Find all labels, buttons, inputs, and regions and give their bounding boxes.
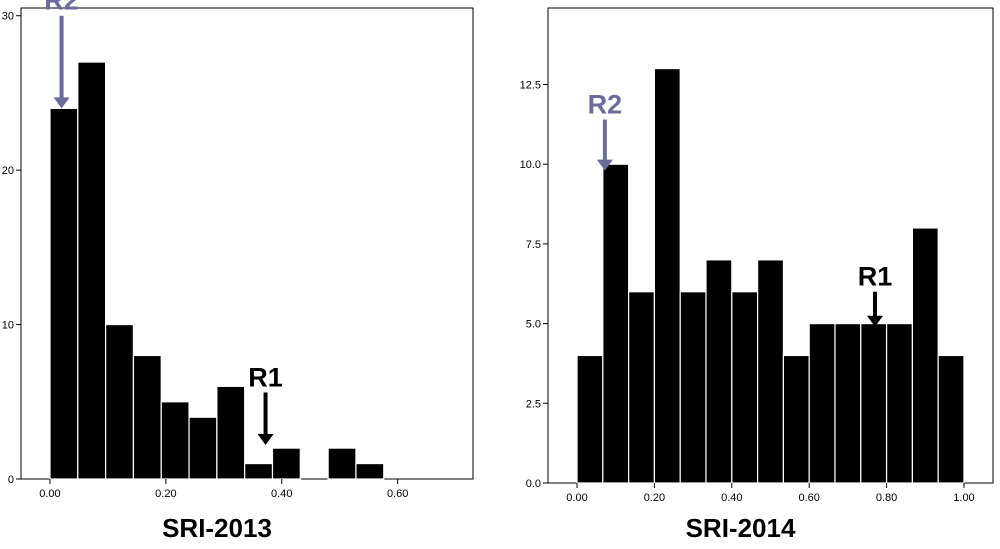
histogram-bar bbox=[885, 323, 913, 484]
histogram-bar bbox=[188, 416, 218, 480]
x-axis-title: SRI-2013 bbox=[162, 513, 272, 543]
histogram-bar bbox=[731, 291, 759, 484]
marker-arrow-head bbox=[866, 315, 883, 327]
y-tick-label: 0 bbox=[8, 474, 14, 486]
marker-arrow-head bbox=[53, 97, 70, 109]
histogram-bar bbox=[576, 354, 604, 484]
x-tick-label: 1.00 bbox=[953, 492, 974, 504]
histogram-bar bbox=[679, 291, 707, 484]
histogram-bar bbox=[628, 291, 656, 484]
y-tick-label: 5.0 bbox=[526, 319, 541, 331]
histogram-bar bbox=[705, 259, 733, 484]
y-tick-label: 7.5 bbox=[526, 239, 541, 251]
histogram-bar bbox=[132, 354, 162, 480]
x-tick-label: 0.20 bbox=[155, 488, 176, 500]
x-tick-label: 0.40 bbox=[271, 488, 292, 500]
x-tick-label: 0.00 bbox=[39, 488, 60, 500]
histogram-bar bbox=[653, 67, 681, 484]
marker-label-r1: R1 bbox=[248, 363, 283, 393]
histogram-sri-2014: 0.0 2.5 5.0 7.5 10.0 12.5 0.00 0.20 0.40 0.60 0.80… bbox=[520, 7, 994, 543]
x-tick-label: 0.00 bbox=[566, 492, 587, 504]
y-tick-label: 30 bbox=[2, 11, 14, 23]
histogram-sri-2013: 0 10 20 30 0.00 0.20 0.40 0.60 SRI-2013 R2 R1 bbox=[2, 0, 474, 543]
x-tick-label: 0.80 bbox=[876, 492, 897, 504]
marker-label-r2: R2 bbox=[44, 0, 79, 16]
histogram-bar bbox=[271, 447, 301, 480]
marker-arrow-head bbox=[596, 159, 613, 171]
y-tick-label: 10.0 bbox=[520, 159, 541, 171]
y-tick-label: 2.5 bbox=[526, 398, 541, 410]
x-tick-label: 0.20 bbox=[644, 492, 665, 504]
y-tick-label: 10 bbox=[2, 320, 14, 332]
histogram-bar bbox=[105, 323, 135, 480]
histogram-bar bbox=[808, 323, 836, 484]
x-axis-title: SRI-2014 bbox=[686, 513, 796, 543]
histogram-bar bbox=[77, 61, 107, 480]
histogram-bar bbox=[757, 259, 785, 484]
histogram-bar bbox=[834, 323, 862, 484]
histogram-bar bbox=[49, 107, 79, 480]
y-tick-label: 12.5 bbox=[520, 80, 541, 92]
histogram-bar bbox=[860, 323, 888, 484]
histogram-bar bbox=[602, 163, 630, 484]
x-tick-label: 0.40 bbox=[721, 492, 742, 504]
y-tick-label: 0.0 bbox=[526, 478, 541, 490]
marker-label-r1: R1 bbox=[858, 262, 893, 292]
histogram-bar bbox=[937, 354, 965, 484]
histogram-bar bbox=[355, 462, 385, 480]
histogram-bar bbox=[327, 447, 357, 480]
histogram-bar bbox=[160, 401, 190, 480]
marker-label-r2: R2 bbox=[588, 90, 623, 120]
marker-arrow-head bbox=[257, 434, 274, 446]
histogram-bar bbox=[244, 462, 274, 480]
histogram-bar bbox=[782, 354, 810, 484]
y-tick-label: 20 bbox=[2, 165, 14, 177]
x-tick-label: 0.60 bbox=[387, 488, 408, 500]
histogram-bar bbox=[216, 385, 246, 480]
histogram-bar bbox=[911, 227, 939, 484]
x-tick-label: 0.60 bbox=[798, 492, 819, 504]
